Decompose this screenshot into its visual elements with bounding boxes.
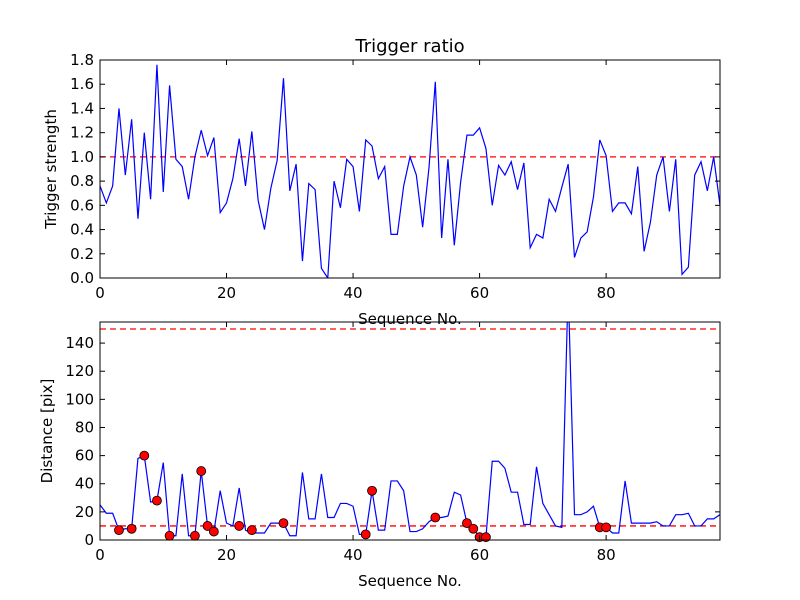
x-axis-label: Sequence No. xyxy=(358,572,462,590)
distance-chart: 0 20 40 60 80 0 20 40 60 80 100 120 140 Sequence No. D… xyxy=(38,321,721,590)
y-tick-label: 1.2 xyxy=(70,124,94,142)
x-tick-label: 0 xyxy=(95,546,105,564)
y-tick-label: 80 xyxy=(75,418,94,436)
data-point-marker xyxy=(430,512,441,523)
y-tick-label: 120 xyxy=(65,362,94,380)
data-point-marker xyxy=(208,526,219,537)
data-point-marker xyxy=(367,485,377,496)
y-tick-label: 0.2 xyxy=(70,245,94,263)
y-tick-label: 1.8 xyxy=(70,51,94,69)
y-tick-label: 0.4 xyxy=(70,221,94,239)
data-point-marker xyxy=(360,529,371,540)
chart-title: Trigger ratio xyxy=(354,36,464,57)
data-point-marker xyxy=(189,530,200,541)
data-point-marker xyxy=(246,525,257,536)
data-point-marker xyxy=(468,523,479,534)
series-line xyxy=(100,64,720,278)
x-tick-label: 60 xyxy=(470,546,489,564)
x-tick-label: 20 xyxy=(217,546,236,564)
data-point-marker xyxy=(462,518,472,529)
y-tick-label: 140 xyxy=(65,334,94,352)
x-tick-label: 80 xyxy=(597,546,616,564)
y-axis-label: Trigger strength xyxy=(42,109,60,230)
y-tick-label: 60 xyxy=(75,447,94,465)
y-tick-label: 0.0 xyxy=(70,269,94,287)
data-point-marker xyxy=(601,522,612,533)
y-tick-label: 0.8 xyxy=(70,172,94,190)
x-tick-label: 60 xyxy=(470,284,489,302)
y-tick-label: 20 xyxy=(75,503,94,521)
data-point-marker xyxy=(481,532,491,543)
x-tick-label: 40 xyxy=(344,284,363,302)
data-point-marker xyxy=(234,521,245,531)
y-tick-label: 1.6 xyxy=(70,75,94,93)
data-point-marker xyxy=(126,523,137,534)
x-axis-label: Sequence No. xyxy=(358,310,462,328)
y-tick-label: 40 xyxy=(75,475,94,493)
y-tick-label: 1.0 xyxy=(70,148,94,166)
x-tick-label: 40 xyxy=(344,546,363,564)
data-point-marker xyxy=(139,450,150,461)
data-point-marker xyxy=(278,518,289,529)
series-line xyxy=(100,322,720,538)
y-axis-label: Distance [pix] xyxy=(38,379,56,484)
data-point-marker xyxy=(114,525,124,536)
y-tick-label: 0.6 xyxy=(70,196,94,214)
x-tick-label: 0 xyxy=(95,284,105,302)
data-point-marker xyxy=(202,521,213,531)
y-tick-label: 1.4 xyxy=(70,99,94,117)
y-tick-label: 0 xyxy=(84,531,94,549)
data-point-marker xyxy=(164,530,175,541)
data-point-marker xyxy=(196,466,207,476)
plot-frame xyxy=(99,321,721,541)
x-tick-label: 20 xyxy=(217,284,236,302)
plot-frame xyxy=(99,59,721,279)
data-point-marker xyxy=(152,495,162,506)
y-tick-label: 100 xyxy=(65,390,94,408)
trigger-ratio-chart: 0 20 40 60 80 0.0 0.2 0.4 0.6 0.8 1.0 1.2 1.4 1.6 1.8 S… xyxy=(42,36,721,328)
x-tick-label: 80 xyxy=(597,284,616,302)
